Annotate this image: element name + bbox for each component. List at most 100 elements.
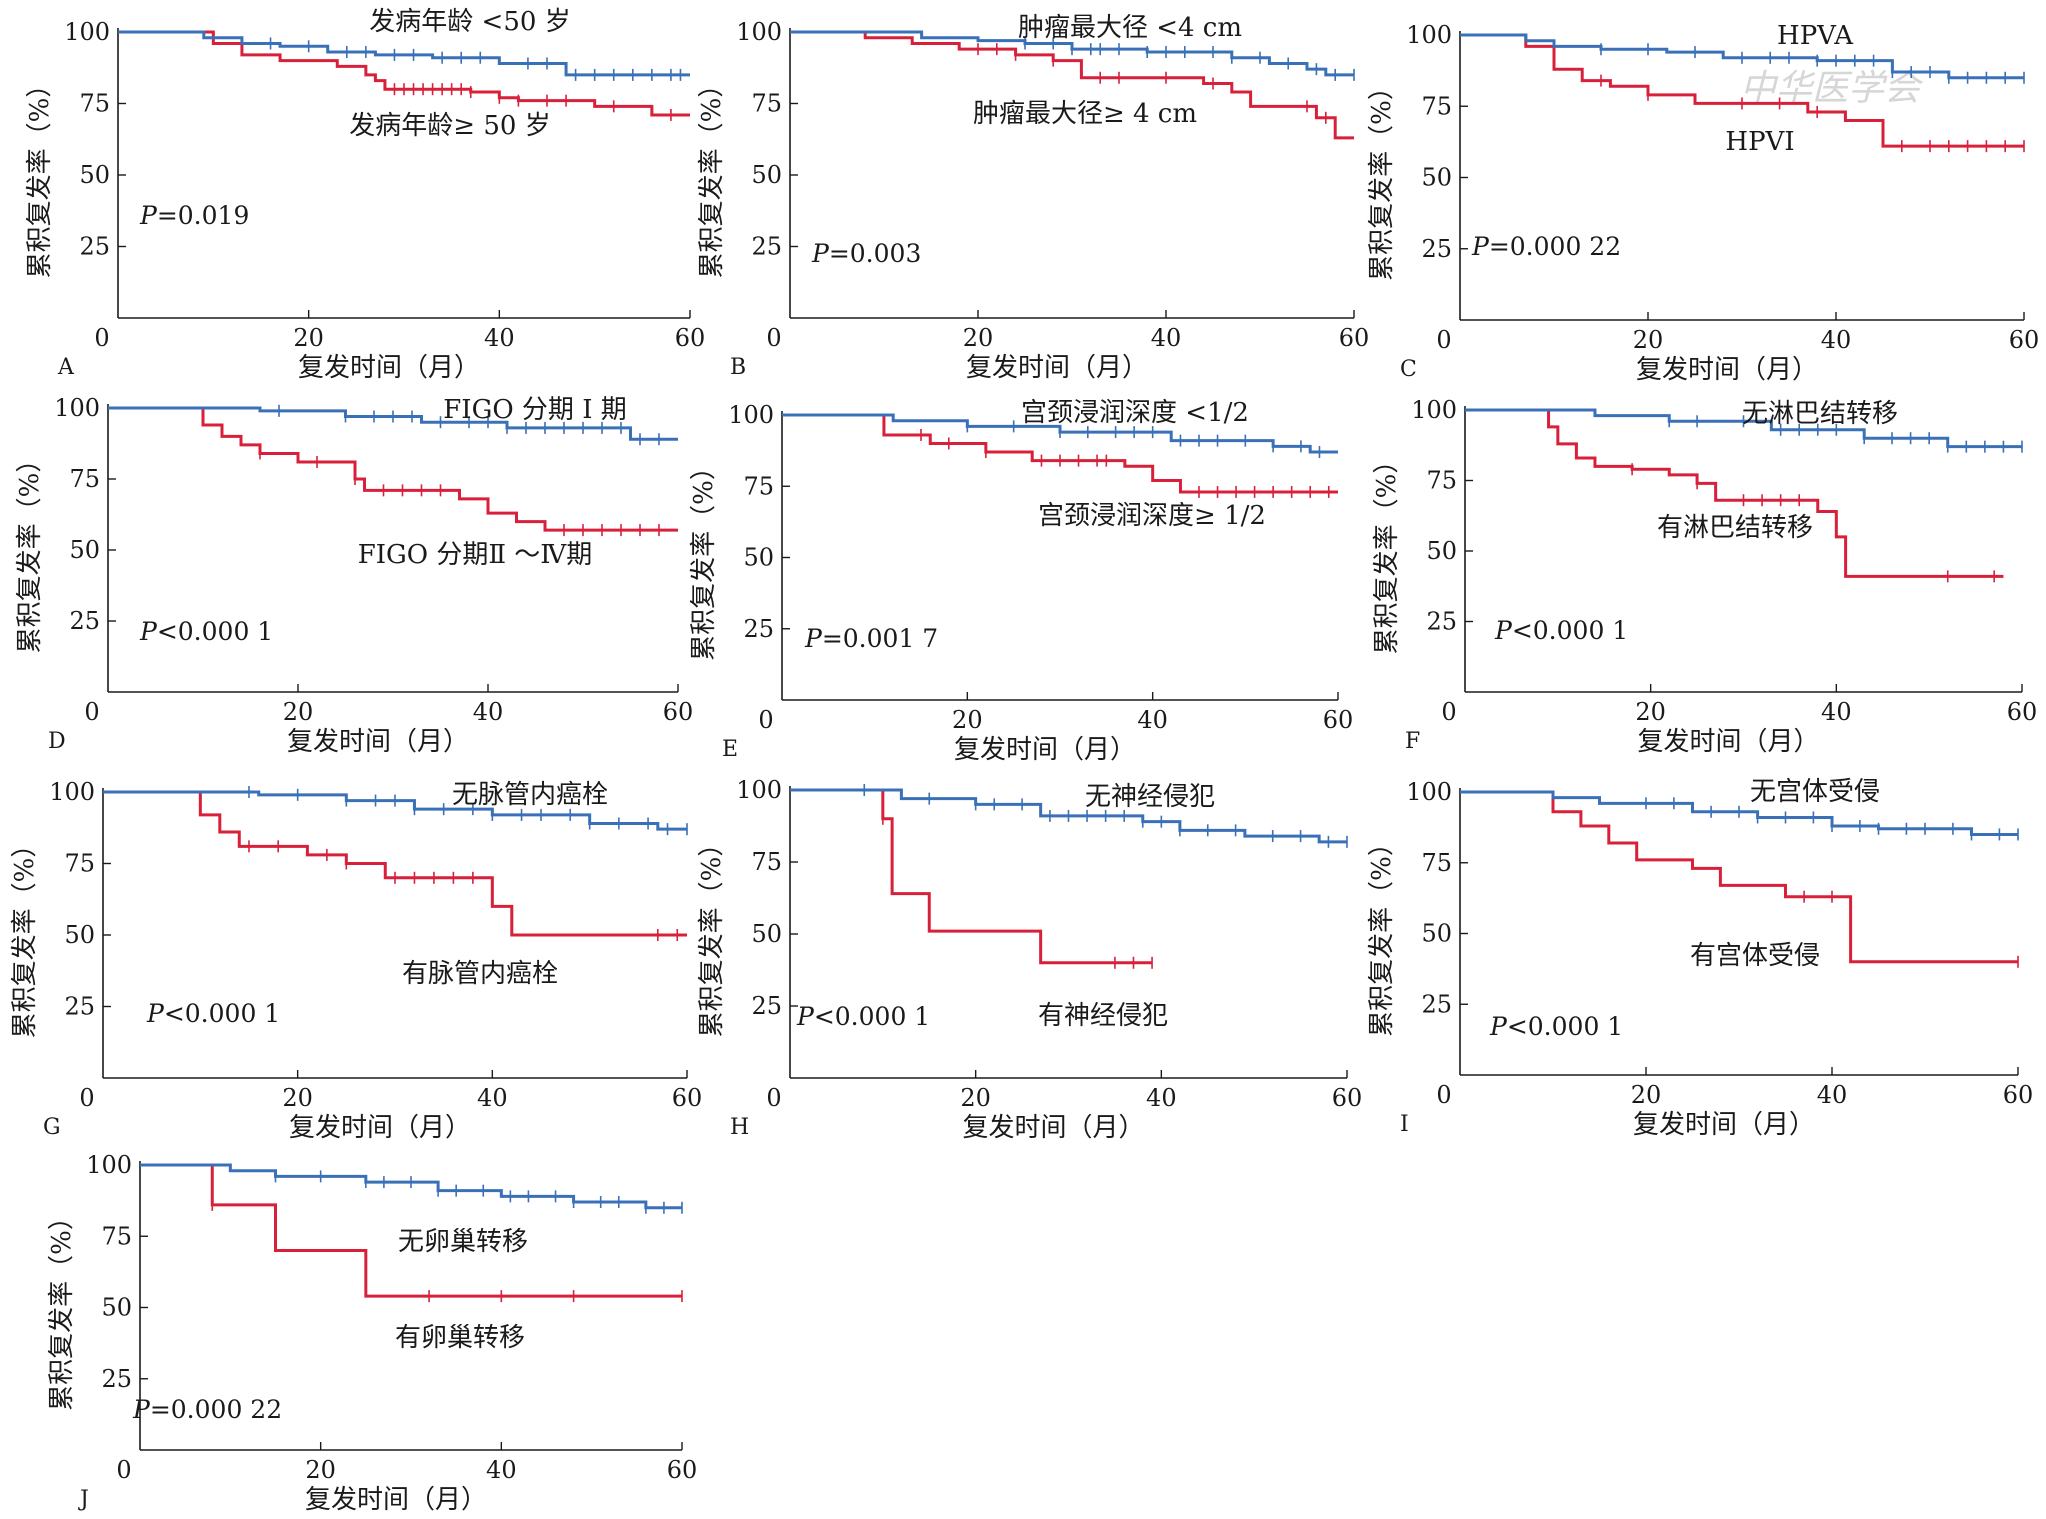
p-value-label: P<0.000 1: [1494, 616, 1628, 645]
y-tick-label: 25: [101, 1365, 132, 1393]
p-value-label: P<0.000 1: [796, 1002, 930, 1031]
x-tick-label: 0: [79, 1084, 94, 1112]
y-tick-label: 25: [64, 993, 95, 1021]
p-value-label: P<0.000 1: [146, 999, 280, 1028]
x-tick-label: 0: [1436, 1081, 1451, 1109]
y-tick-label: 50: [751, 920, 782, 948]
y-tick-label: 25: [1421, 235, 1452, 263]
x-tick-label: 0: [116, 1456, 131, 1484]
y-tick-label: 100: [736, 18, 782, 46]
y-tick-label: 75: [1426, 467, 1457, 495]
x-tick-label: 60: [1339, 324, 1370, 352]
y-axis-title: 累积复发率（%）: [15, 447, 45, 654]
x-tick-label: 20: [1635, 698, 1666, 726]
y-tick-label: 75: [743, 472, 774, 500]
y-tick-label: 75: [64, 850, 95, 878]
km-curve-favorable: [1465, 408, 2022, 449]
y-tick-label: 25: [743, 615, 774, 643]
km-curve-favorable: [140, 1163, 682, 1210]
series-label: HPVA: [1777, 21, 1854, 51]
y-axis-title: 累积复发率（%）: [697, 72, 727, 279]
panel-a: 0 20 40 60 25 50 75 100 复发时间（月） 累积复发率（%） A P=0.019 发…: [25, 7, 705, 383]
x-tick-label: 60: [672, 1084, 703, 1112]
y-tick-label: 75: [69, 465, 100, 493]
panel-letter: I: [1400, 1112, 1409, 1137]
y-tick-label: 50: [79, 161, 110, 189]
panel-letter: B: [730, 355, 746, 380]
y-tick-label: 50: [1426, 537, 1457, 565]
x-tick-label: 20: [960, 1084, 991, 1112]
series-label: FIGO 分期Ⅱ ～Ⅳ期: [358, 540, 593, 570]
x-tick-label: 60: [2007, 698, 2038, 726]
x-axis-title: 复发时间（月）: [954, 735, 1136, 765]
p-value-label: P<0.000 1: [139, 617, 273, 646]
series-label: 无卵巢转移: [398, 1227, 528, 1257]
x-tick-label: 60: [1323, 706, 1354, 734]
x-tick-label: 60: [2003, 1081, 2034, 1109]
series-label: 无淋巴结转移: [1742, 399, 1898, 429]
y-tick-label: 50: [69, 536, 100, 564]
y-axis-title: 累积复发率（%）: [1367, 74, 1397, 281]
x-tick-label: 60: [1332, 1084, 1363, 1112]
y-tick-label: 25: [1421, 990, 1452, 1018]
series-label: 宫颈浸润深度 <1/2: [1021, 398, 1249, 428]
y-axis-title: 累积复发率（%）: [47, 1204, 77, 1411]
km-curve-unfavorable: [1460, 790, 2018, 964]
x-tick-label: 40: [1821, 326, 1852, 354]
x-tick-label: 40: [1137, 706, 1168, 734]
p-value-label: P=0.003: [811, 239, 921, 268]
p-value-label: P=0.001 7: [804, 624, 938, 653]
series-label: 有宫体受侵: [1690, 941, 1820, 971]
panel-letter: C: [1400, 357, 1417, 382]
p-value-label: P=0.019: [139, 201, 249, 230]
panel-i: 0 20 40 60 25 50 75 100 复发时间（月） 累积复发率（%） I P<0.000 …: [1367, 777, 2033, 1140]
y-tick-label: 25: [69, 607, 100, 635]
panel-b: 0 20 40 60 25 50 75 100 复发时间（月） 累积复发率（%） B P=0.003 肿…: [697, 13, 1369, 383]
x-tick-label: 20: [1631, 1081, 1662, 1109]
y-tick-label: 100: [1406, 21, 1452, 49]
y-tick-label: 100: [1411, 396, 1457, 424]
km-curve-unfavorable: [1460, 33, 2024, 148]
km-curve-unfavorable: [790, 30, 1354, 140]
panel-letter: G: [43, 1115, 61, 1140]
x-tick-label: 20: [282, 1084, 313, 1112]
x-axis-title: 复发时间（月）: [966, 353, 1148, 383]
x-tick-label: 40: [1817, 1081, 1848, 1109]
y-tick-label: 50: [64, 921, 95, 949]
x-tick-label: 60: [2009, 326, 2040, 354]
x-tick-label: 20: [963, 324, 994, 352]
x-tick-label: 20: [293, 324, 324, 352]
y-axis-title: 累积复发率（%）: [10, 832, 40, 1039]
y-tick-label: 100: [728, 401, 774, 429]
y-axis-title: 累积复发率（%）: [25, 72, 55, 279]
x-axis-title: 复发时间（月）: [1633, 1110, 1815, 1140]
x-axis-title: 复发时间（月）: [298, 353, 480, 383]
series-label: 肿瘤最大径≥ 4 cm: [973, 99, 1197, 129]
panel-d: 0 20 40 60 25 50 75 100 复发时间（月） 累积复发率（%） D P<0.000 …: [15, 394, 693, 757]
panel-j: 0 20 40 60 25 50 75 100 复发时间（月） 累积复发率（%） J P=0.000 …: [47, 1151, 697, 1515]
series-label: FIGO 分期 Ⅰ 期: [443, 395, 626, 425]
y-axis-title: 累积复发率（%）: [689, 454, 719, 661]
x-axis-title: 复发时间（月）: [287, 727, 469, 757]
km-curve-unfavorable: [108, 406, 678, 532]
panel-letter: F: [1405, 729, 1420, 754]
y-tick-label: 100: [736, 776, 782, 804]
y-tick-label: 50: [1421, 164, 1452, 192]
y-tick-label: 75: [1421, 849, 1452, 877]
x-tick-label: 60: [663, 698, 694, 726]
series-label: 宫颈浸润深度≥ 1/2: [1038, 501, 1266, 531]
y-tick-label: 100: [54, 394, 100, 422]
y-axis-title: 累积复发率（%）: [1372, 448, 1402, 655]
x-tick-label: 60: [675, 324, 706, 352]
y-tick-label: 75: [79, 90, 110, 118]
x-tick-label: 0: [84, 698, 99, 726]
y-tick-label: 100: [49, 778, 95, 806]
series-label: 有神经侵犯: [1038, 1001, 1168, 1031]
y-tick-label: 100: [1406, 778, 1452, 806]
p-value-label: P=0.000 22: [1471, 232, 1621, 261]
x-tick-label: 0: [1436, 326, 1451, 354]
x-axis-title: 复发时间（月）: [289, 1113, 471, 1143]
series-label: 有脉管内癌栓: [402, 959, 558, 989]
x-axis-title: 复发时间（月）: [962, 1113, 1144, 1143]
